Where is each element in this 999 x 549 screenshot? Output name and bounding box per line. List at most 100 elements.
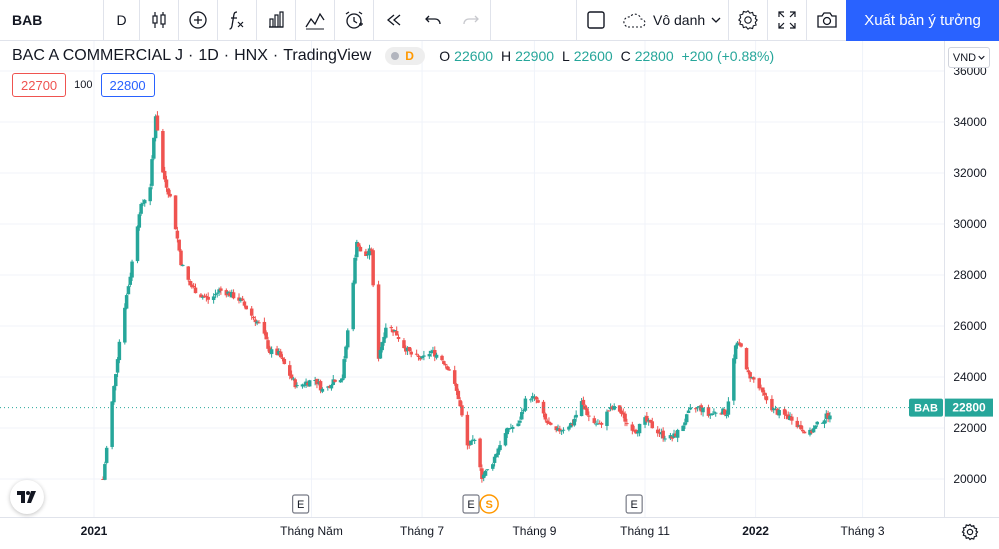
candle-body [365, 254, 370, 256]
candle-body [491, 464, 495, 469]
candle-body [333, 379, 337, 382]
redo-icon[interactable] [452, 0, 491, 40]
candle-body [115, 359, 120, 373]
earnings-marker[interactable] [462, 494, 480, 514]
earnings-marker-label: E [630, 499, 637, 511]
candle-body [244, 305, 249, 310]
candle-body [561, 429, 566, 431]
sell-button[interactable]: 22700 [12, 73, 67, 97]
currency-select[interactable]: VND [948, 47, 990, 68]
candle-body [469, 440, 473, 445]
candle-body [650, 421, 655, 429]
candle-body [523, 398, 528, 411]
candle-body [521, 410, 526, 412]
publish-idea-button[interactable]: Xuất bản ý tưởng [846, 0, 999, 41]
earnings-marker[interactable] [625, 494, 643, 514]
candle-body [496, 448, 500, 455]
candle-body [744, 348, 749, 370]
candle-body [224, 290, 229, 296]
candle-body [532, 396, 537, 398]
candle-body [153, 116, 158, 139]
dividend-marker[interactable] [479, 494, 499, 514]
function-icon[interactable] [218, 0, 257, 40]
candle-body [617, 405, 622, 412]
candle-body [530, 396, 535, 399]
candle-body [568, 423, 573, 428]
legend-title[interactable]: BAC A COMMERCIAL J [12, 47, 183, 64]
buy-button[interactable]: 22800 [100, 73, 155, 97]
candle-body [249, 308, 254, 316]
candles-icon[interactable] [140, 0, 179, 40]
candle-body [597, 423, 602, 425]
earnings-marker[interactable] [292, 494, 310, 514]
compare-icon[interactable] [296, 0, 335, 40]
candle-body [128, 276, 133, 285]
candle-body [594, 423, 598, 425]
candle-body [510, 426, 515, 429]
candle-body [101, 479, 105, 480]
candle-body [579, 401, 584, 417]
time-tick-label: Tháng Năm [280, 524, 343, 538]
symbol-search-button[interactable]: BAB [0, 0, 104, 40]
candle-body [202, 295, 207, 298]
candle-body [429, 351, 433, 354]
time-tick-label: 2022 [742, 524, 769, 538]
layout-name-button[interactable]: Vô danh [615, 0, 729, 40]
earnings-marker-label: E [467, 499, 474, 511]
candle-body [346, 330, 350, 348]
layout-square-icon[interactable] [577, 0, 615, 40]
candle-body [266, 340, 270, 349]
data-status-badge[interactable]: D [385, 47, 426, 65]
trade-buttons: 22700 100 22800 [12, 73, 155, 97]
candle-body [710, 413, 714, 416]
candle-body [442, 361, 446, 365]
tradingview-logo-icon[interactable] [10, 480, 44, 514]
candle-body [549, 422, 553, 425]
candle-body [431, 350, 435, 352]
candle-body [186, 266, 191, 280]
candle-body [686, 410, 691, 414]
candle-body [219, 288, 223, 291]
undo-icon[interactable] [413, 0, 452, 40]
candle-body [338, 380, 343, 383]
candle-body [239, 298, 243, 302]
candle-body [516, 423, 520, 427]
candle-body [559, 430, 564, 432]
fullscreen-icon[interactable] [768, 0, 807, 40]
candle-body [599, 422, 604, 425]
candle-body [443, 364, 448, 366]
candle-body [206, 296, 210, 300]
candle-body [434, 354, 439, 358]
alert-clock-icon[interactable] [335, 0, 374, 40]
candle-body [414, 353, 419, 355]
candle-body [630, 424, 635, 431]
candle-body [275, 348, 279, 356]
scale-settings-icon[interactable] [959, 521, 981, 543]
candle-body [215, 292, 220, 294]
bar-chart-icon[interactable] [257, 0, 296, 40]
camera-icon[interactable] [807, 0, 846, 40]
candle-body [304, 381, 308, 386]
candle-body [356, 243, 361, 247]
replay-icon[interactable] [374, 0, 413, 40]
candle-body [788, 415, 792, 421]
candle-body [797, 425, 801, 427]
interval-button[interactable]: D [104, 0, 140, 40]
candle-body [735, 342, 740, 346]
last-price-value-bg [945, 398, 993, 417]
time-tick-label: Tháng 11 [620, 524, 670, 538]
candle-body [581, 399, 586, 405]
candle-body [706, 407, 711, 416]
legend-separator: · [188, 47, 194, 64]
candle-body [179, 250, 183, 266]
candle-body [507, 428, 511, 430]
candle-body [211, 296, 216, 301]
candle-body [529, 399, 533, 401]
candle-body [458, 400, 462, 407]
candle-body [427, 354, 432, 357]
layout-name-label: Vô danh [653, 12, 706, 28]
candle-body [545, 420, 549, 423]
settings-gear-icon[interactable] [729, 0, 768, 40]
add-indicator-icon[interactable] [179, 0, 218, 40]
